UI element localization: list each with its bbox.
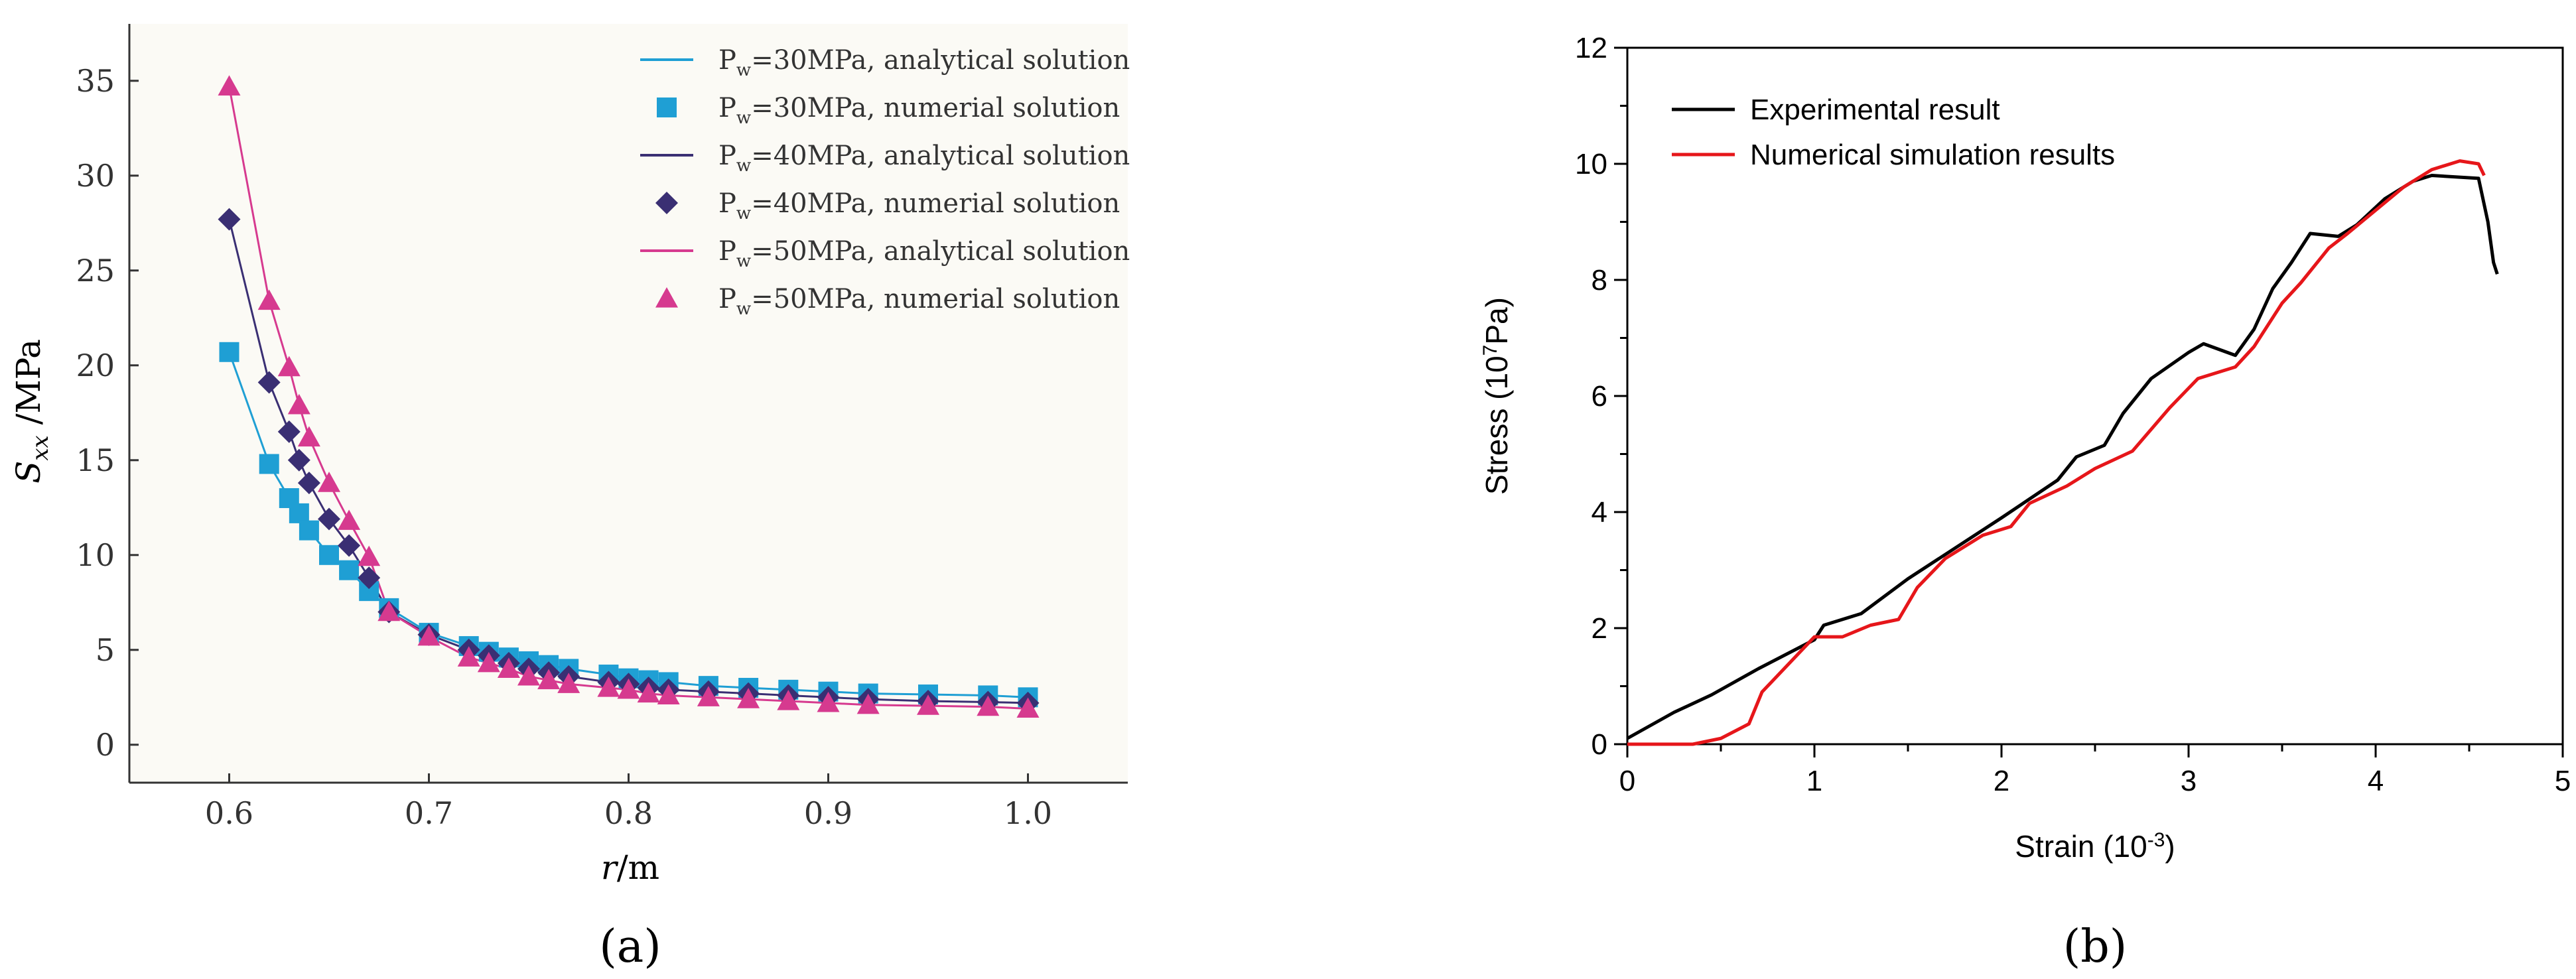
panel-b-x-tick-label: 4 <box>2368 765 2384 797</box>
panel-a-y-axis-label: Sxx /MPa <box>9 339 54 484</box>
panel-b-legend: Experimental result Numerical simulation … <box>1672 94 2115 171</box>
panel-b-x-tick-label: 0 <box>1619 765 1635 797</box>
panel-b-experimental-line <box>1626 174 2499 740</box>
panel-a-data-point <box>557 673 580 693</box>
panel-a-data-point <box>517 665 540 686</box>
panel-a-data-point <box>777 690 800 710</box>
panel-a-y-tick-label: 25 <box>76 253 115 289</box>
panel-a-data-point <box>218 75 241 96</box>
panel-a-data-point <box>358 545 381 566</box>
panel-b-y-tick-label: 10 <box>1575 148 1607 180</box>
panel-a-series-line <box>228 86 1028 710</box>
panel-b-legend-label: Numerical simulation results <box>1750 139 2115 171</box>
panel-b-x-tick-label: 1 <box>1806 765 1822 797</box>
panel-a-x-tick-label: 0.7 <box>405 795 453 831</box>
panel-a-data-point <box>299 520 319 541</box>
panel-a-legend-label: Pw=30MPa, numerial solution <box>718 93 1120 128</box>
panel-a-legend-marker <box>655 192 678 214</box>
panel-a-data-point <box>856 693 880 714</box>
panel-a-data-point <box>917 694 939 715</box>
panel-a-data-point <box>257 289 281 310</box>
panel-b-y-tick-label: 0 <box>1592 728 1607 761</box>
panel-a-data-point <box>218 208 241 231</box>
panel-a-data-point <box>617 678 640 699</box>
panel-a-data-point <box>297 426 320 447</box>
panel-a-data-point <box>289 503 309 523</box>
panel-b-x-axis-label: Strain (10-3) <box>2015 829 2175 864</box>
panel-b-y-tick-label: 12 <box>1575 32 1607 64</box>
panel-a-data-point <box>338 509 361 530</box>
panel-a-legend-label: Pw=50MPa, analytical solution <box>718 236 1130 271</box>
panel-b-numerical-line <box>1627 159 2486 746</box>
panel-a-data-point <box>1016 697 1040 718</box>
panel-a-data-point <box>817 691 840 712</box>
panel-a-x-tick-label: 1.0 <box>1004 795 1052 831</box>
panel-a-data-point <box>417 625 441 646</box>
panel-a-data-point <box>277 356 301 377</box>
panel-a-data-point <box>338 534 361 557</box>
panel-b-y-axis-label: Stress (107Pa) <box>1479 297 1514 495</box>
panel-a-legend-marker <box>657 98 677 117</box>
panel-a-data-point <box>537 669 561 690</box>
panel-a-y-tick-label: 20 <box>76 348 115 383</box>
panel-a-x-tick-label: 0.9 <box>804 795 852 831</box>
panel-a-y-tick-label: 0 <box>96 727 115 763</box>
panel-a-y-tick-label: 5 <box>96 632 115 668</box>
panel-a-series-line <box>228 352 1028 698</box>
panel-b-caption: (b) <box>2063 921 2128 973</box>
panel-a-y-tick-label: 15 <box>76 442 115 478</box>
panel-a-legend-label: Pw=40MPa, numerial solution <box>718 188 1120 224</box>
panel-a-data-point <box>287 393 310 415</box>
panel-a-data-point <box>697 686 720 706</box>
panel-a-data-point <box>259 454 279 474</box>
panel-b-y-tick-label: 6 <box>1592 380 1607 413</box>
panel-a-data-point <box>457 646 480 667</box>
panel-a-data-point <box>497 657 520 678</box>
panel-a-data-point <box>597 677 620 697</box>
panel-b-y-tick-label: 4 <box>1592 496 1607 529</box>
panel-a-data-point <box>377 600 401 621</box>
panel-b-x-tick-label: 5 <box>2555 765 2571 797</box>
panel-a-x-tick-label: 0.6 <box>205 795 253 831</box>
panel-a-data-point <box>277 420 301 443</box>
panel-a-data-point <box>358 566 381 590</box>
panel-a-data-point <box>318 472 340 492</box>
panel-a-x-tick-label: 0.8 <box>604 795 653 831</box>
panel-a-series-line <box>228 219 1028 704</box>
panel-a-legend: Pw=30MPa, analytical solution Pw=30MPa, n… <box>640 45 1130 319</box>
panel-a-data-point <box>287 448 310 472</box>
panel-a-data-point <box>477 651 500 673</box>
panel-b-x-tick-label: 2 <box>1994 765 2009 797</box>
panel-a-y-tick-label: 10 <box>76 537 115 573</box>
panel-a-data-point <box>657 684 680 705</box>
panel-b-x-tick-label: 3 <box>2181 765 2197 797</box>
panel-a-x-axis-label: r/m <box>601 848 659 887</box>
panel-a-data-point <box>977 695 1000 716</box>
panel-b-y-tick-label: 2 <box>1592 612 1607 645</box>
panel-a-chart: 0.6 0.7 0.8 0.9 1.0 0 5 10 15 20 25 30 35 Pw=30MPa, … <box>9 24 1130 973</box>
panel-a-legend-marker <box>655 287 678 308</box>
panel-a-caption: (a) <box>599 921 661 973</box>
panel-a-data-point <box>339 560 360 580</box>
panel-a-data-point <box>319 545 339 565</box>
panel-a-legend-label: Pw=30MPa, analytical solution <box>718 45 1130 80</box>
panel-a-y-tick-label: 35 <box>76 63 115 99</box>
panel-a-legend-label: Pw=40MPa, analytical solution <box>718 141 1130 176</box>
panel-a-data-point <box>219 342 239 362</box>
panel-b-y-tick-label: 8 <box>1592 264 1607 296</box>
panel-a-data-point <box>297 472 320 495</box>
panel-a-data-point <box>257 371 281 394</box>
panel-a-data-point <box>637 682 660 703</box>
panel-a-y-tick-label: 30 <box>76 158 115 194</box>
panel-a-data-point <box>737 688 760 708</box>
panel-a-data-point <box>318 507 340 531</box>
panel-b-legend-label: Experimental result <box>1750 94 2000 126</box>
panel-a-legend-label: Pw=50MPa, numerial solution <box>718 284 1120 319</box>
